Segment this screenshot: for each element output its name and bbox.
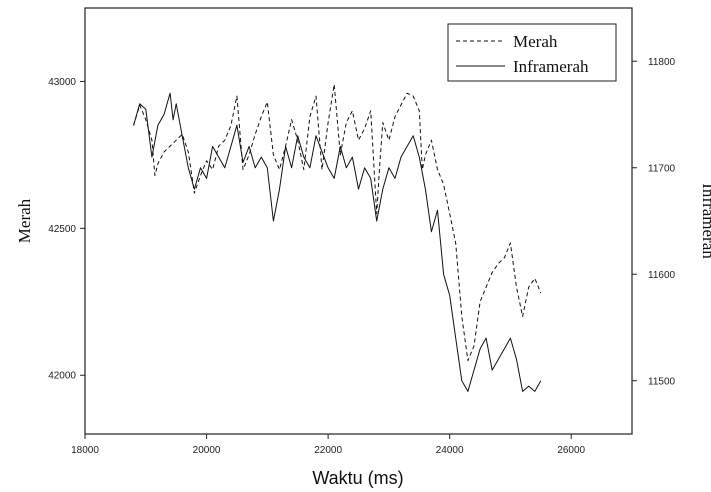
plot-frame [84, 7, 633, 435]
legend-label-merah: Merah [513, 32, 558, 51]
legend: Merah Inframerah [447, 23, 617, 82]
x-tick-label: 26000 [557, 445, 585, 456]
x-tick-label: 20000 [193, 445, 221, 456]
right-y-tick-label: 11700 [648, 163, 676, 174]
x-tick-label: 22000 [314, 445, 342, 456]
x-axis-title: Waktu (ms) [312, 468, 403, 488]
left-y-axis-title: Merah [15, 198, 34, 243]
left-y-axis-ticks: 42000 42500 43000 [48, 77, 85, 382]
right-y-tick-label: 11500 [648, 376, 676, 387]
x-axis-ticks: 18000 20000 22000 24000 26000 [71, 434, 586, 456]
x-tick-label: 18000 [71, 445, 99, 456]
right-y-axis-ticks: 11500 11600 11700 11800 [632, 57, 676, 387]
x-tick-label: 24000 [436, 445, 464, 456]
series-layer [133, 83, 542, 392]
left-y-tick-label: 42500 [48, 224, 76, 235]
series-line-merah [133, 83, 542, 362]
legend-label-inframerah: Inframerah [513, 57, 589, 76]
series-line-inframerah [133, 92, 542, 392]
legend-box [447, 23, 617, 82]
left-y-tick-label: 42000 [48, 371, 76, 382]
right-y-axis-title: Inframerah [699, 183, 711, 259]
right-y-tick-label: 11600 [648, 270, 676, 281]
left-y-tick-label: 43000 [48, 77, 76, 88]
right-y-tick-label: 11800 [648, 57, 676, 68]
